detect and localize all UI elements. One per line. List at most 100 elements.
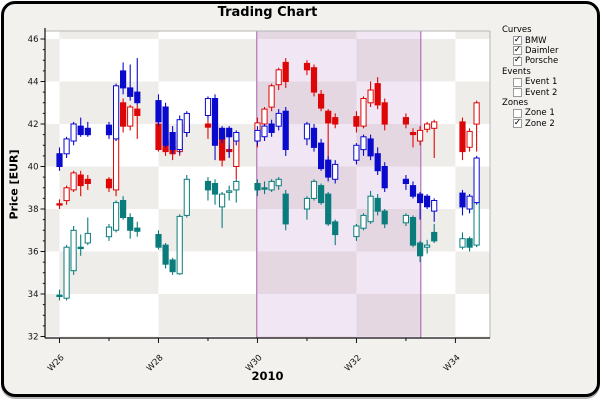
candle-body <box>226 190 233 193</box>
candle-body <box>268 123 275 133</box>
checker-cell <box>45 336 60 338</box>
candle-body <box>261 187 268 190</box>
candle-body <box>77 125 84 136</box>
candle-body <box>183 178 190 216</box>
candle-body <box>374 83 381 106</box>
checkbox-checked[interactable]: ✓ <box>513 117 522 129</box>
checker-cell <box>356 336 456 338</box>
candle-body <box>282 110 289 150</box>
y-tick-label: 44 <box>28 77 39 87</box>
candle-body <box>127 106 134 127</box>
checker-cell <box>45 166 60 209</box>
x-axis-label: 2010 <box>251 369 284 383</box>
checker-cell <box>158 294 258 337</box>
candle-body <box>332 117 339 125</box>
candle-body <box>303 197 311 210</box>
legend-item-label[interactable]: Daimler <box>525 45 559 56</box>
candle-body <box>417 193 424 204</box>
candle-body <box>381 166 388 189</box>
checkbox-unchecked[interactable] <box>513 108 522 118</box>
candle-body <box>134 227 141 232</box>
candle-body <box>424 195 431 208</box>
candle-body <box>63 138 70 155</box>
checker-cell <box>257 336 357 338</box>
check-mark-icon: ✓ <box>513 117 522 128</box>
candle-body <box>459 192 466 208</box>
legend-item-zone-1[interactable]: Zone 1 <box>502 108 598 118</box>
checkbox-unchecked[interactable] <box>513 88 522 98</box>
candle-body <box>113 202 120 231</box>
candle-body <box>325 159 332 178</box>
candle-body <box>360 136 367 151</box>
checkbox-checked[interactable]: ✓ <box>513 45 522 56</box>
candle-body <box>409 217 417 246</box>
legend-item-bmw[interactable]: ✓ BMW <box>502 34 598 46</box>
candle-body <box>105 178 113 189</box>
candle-body <box>409 132 417 136</box>
checkbox-unchecked[interactable] <box>513 77 522 87</box>
legend-item-label[interactable]: Zone 2 <box>525 118 555 129</box>
candle-body <box>261 108 268 125</box>
series-bmw <box>56 58 480 222</box>
checker-cell <box>356 294 456 337</box>
candle-body <box>233 132 240 142</box>
checker-cell <box>455 251 490 294</box>
checker-cell <box>158 251 258 294</box>
candle-body <box>374 197 381 212</box>
candle-body <box>84 178 91 185</box>
checkbox-checked[interactable]: ✓ <box>513 55 522 66</box>
candle-body <box>318 93 325 109</box>
candle-body <box>127 217 134 231</box>
check-mark-icon: ✓ <box>513 55 522 66</box>
legend-item-porsche[interactable]: ✓ Porsche <box>502 56 598 66</box>
candle-body <box>226 127 233 138</box>
candle-body <box>381 102 388 125</box>
candle-body <box>360 98 367 127</box>
legend-item-label[interactable]: Event 1 <box>525 77 558 88</box>
candle-body <box>275 69 282 86</box>
checker-cell <box>158 31 258 39</box>
candle-body <box>120 200 127 218</box>
series-porsche <box>56 175 480 301</box>
candle-body <box>282 193 289 225</box>
checker-cell <box>158 209 258 252</box>
candle-body <box>70 123 77 142</box>
candle-body <box>155 234 162 248</box>
candle-body <box>105 124 113 136</box>
candle-body <box>155 123 162 150</box>
candle-body <box>56 294 63 298</box>
candle-body <box>63 246 70 299</box>
checker-cell <box>455 31 490 39</box>
candle-body <box>63 187 70 202</box>
zone-2-region <box>256 31 421 338</box>
legend-item-event-2[interactable]: Event 2 <box>502 87 598 98</box>
legend-item-zone-2[interactable]: ✓ Zone 2 <box>502 117 598 129</box>
checker-cell <box>455 81 490 124</box>
legend-item-label[interactable]: Zone 1 <box>525 108 555 119</box>
y-tick-label: 40 <box>28 162 39 172</box>
legend-item-label[interactable]: BMW <box>525 35 547 46</box>
checker-cell <box>59 294 159 337</box>
candle-body <box>367 89 374 104</box>
checkbox-checked[interactable]: ✓ <box>513 34 522 46</box>
candle-body <box>127 87 134 97</box>
candle-body <box>233 180 240 191</box>
check-mark-icon: ✓ <box>513 34 522 45</box>
candle-body <box>204 98 212 116</box>
legend-item-event-1[interactable]: Event 1 <box>502 77 598 87</box>
candle-body <box>381 210 388 225</box>
checker-cell <box>158 336 258 338</box>
legend-item-label[interactable]: Event 2 <box>525 87 558 98</box>
candle-body <box>211 98 219 146</box>
checker-cell <box>45 31 60 39</box>
candle-body <box>84 127 91 136</box>
candle-body <box>325 110 332 124</box>
legend-item-daimler[interactable]: ✓ Daimler <box>502 45 598 56</box>
series-daimler <box>56 58 480 209</box>
legend-item-label[interactable]: Porsche <box>525 56 559 67</box>
candle-body <box>211 183 219 195</box>
checker-cell <box>455 336 490 338</box>
legend-section-events: Events <box>502 66 531 77</box>
